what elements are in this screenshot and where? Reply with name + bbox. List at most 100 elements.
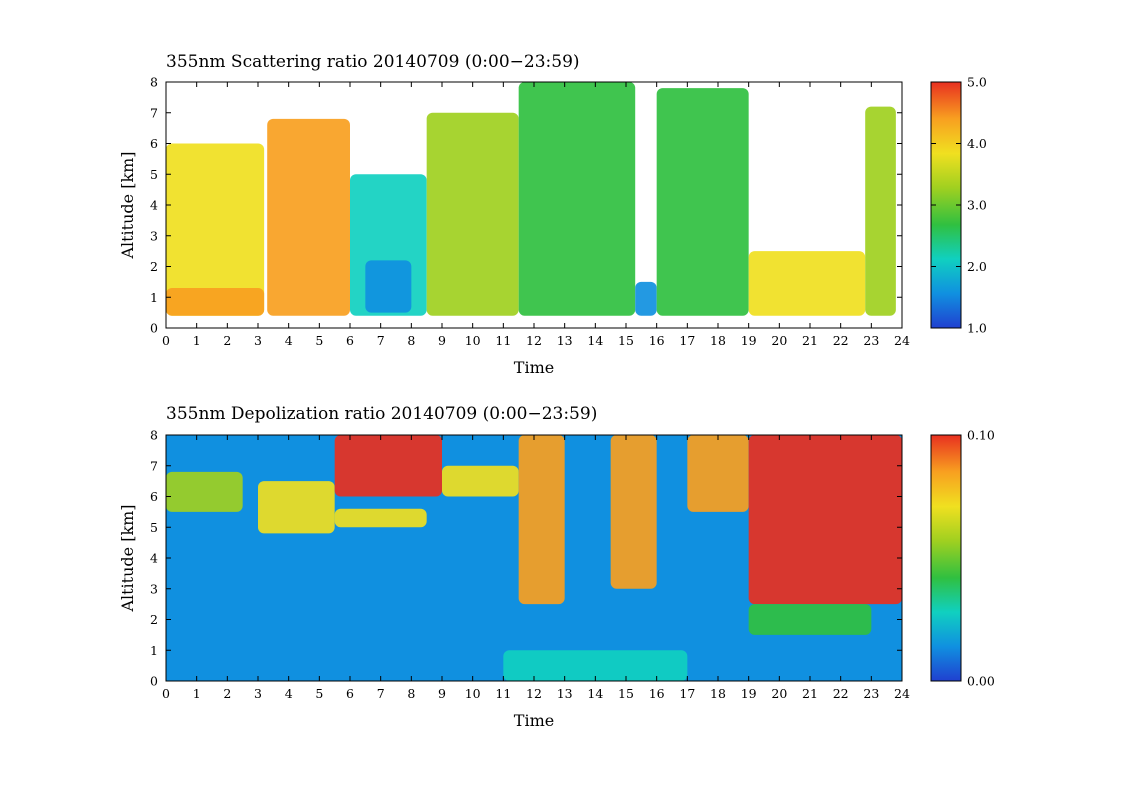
x-tick-label: 7 — [377, 333, 385, 348]
x-tick-label: 8 — [407, 686, 415, 701]
colorbar-tick-label: 2.0 — [967, 259, 987, 274]
data-region — [656, 88, 749, 316]
x-tick-label: 0 — [162, 686, 170, 701]
x-tick-label: 0 — [162, 333, 170, 348]
data-region — [365, 260, 412, 313]
y-tick-label: 7 — [150, 105, 158, 120]
data-region — [518, 82, 636, 316]
x-axis-label: Time — [514, 711, 554, 730]
y-tick-label: 7 — [150, 458, 158, 473]
x-tick-label: 9 — [438, 333, 446, 348]
x-tick-label: 15 — [618, 686, 634, 701]
data-region — [442, 465, 519, 497]
colorbar-tick-label: 4.0 — [967, 136, 987, 151]
x-tick-label: 23 — [863, 333, 879, 348]
y-tick-label: 8 — [150, 428, 158, 443]
x-tick-label: 22 — [833, 333, 849, 348]
y-tick-label: 3 — [150, 581, 158, 596]
data-region — [748, 435, 902, 605]
colorbar — [930, 434, 962, 682]
x-tick-label: 11 — [495, 686, 511, 701]
y-tick-label: 6 — [150, 136, 158, 151]
y-axis: 0 1 2 3 4 5 6 7 8 — [150, 75, 902, 336]
x-tick-label: 18 — [710, 333, 726, 348]
y-axis-label: Altitude [km] — [118, 504, 137, 612]
x-tick-label: 9 — [438, 686, 446, 701]
data-region — [635, 281, 657, 316]
x-tick-label: 2 — [223, 333, 231, 348]
colorbar-ticks: 1.0 2.0 3.0 4.0 5.0 — [931, 75, 987, 336]
x-tick-label: 10 — [465, 333, 481, 348]
x-tick-label: 2 — [223, 686, 231, 701]
data-region — [166, 288, 265, 316]
scattering-ratio-panel: 355nm Scattering ratio 20140709 (0:00−23… — [118, 52, 987, 377]
x-tick-label: 24 — [894, 686, 910, 701]
x-tick-label: 8 — [407, 333, 415, 348]
x-tick-label: 3 — [254, 686, 262, 701]
colorbar-ticks: 0.00 0.10 — [931, 428, 995, 689]
x-tick-label: 16 — [649, 333, 665, 348]
x-tick-label: 16 — [649, 686, 665, 701]
data-region — [518, 435, 565, 605]
x-tick-label: 15 — [618, 333, 634, 348]
colorbar-tick-label: 5.0 — [967, 75, 987, 90]
x-axis: 0 1 2 3 4 5 6 7 8 9 10 11 12 13 14 15 16 17 18 19 20 21 22 23 24 — [162, 435, 910, 701]
x-tick-label: 11 — [495, 333, 511, 348]
x-tick-label: 13 — [557, 686, 573, 701]
x-tick-label: 17 — [679, 333, 695, 348]
data-region — [166, 471, 243, 512]
y-tick-label: 4 — [150, 551, 158, 566]
data-region — [334, 435, 442, 497]
y-tick-label: 6 — [150, 489, 158, 504]
x-tick-label: 21 — [802, 686, 818, 701]
y-tick-label: 2 — [150, 612, 158, 627]
y-tick-label: 4 — [150, 198, 158, 213]
x-tick-label: 4 — [285, 333, 293, 348]
data-region — [748, 251, 866, 316]
x-tick-label: 14 — [587, 686, 603, 701]
y-tick-label: 2 — [150, 259, 158, 274]
data-region — [426, 112, 519, 316]
x-tick-label: 6 — [346, 686, 354, 701]
x-axis-label: Time — [514, 358, 554, 377]
x-tick-label: 20 — [771, 686, 787, 701]
x-tick-label: 1 — [193, 333, 201, 348]
x-tick-label: 13 — [557, 333, 573, 348]
depolarization-ratio-panel: 355nm Depolization ratio 20140709 (0:00−… — [118, 404, 995, 730]
y-axis: 0 1 2 3 4 5 6 7 8 — [150, 428, 902, 689]
y-tick-label: 0 — [150, 321, 158, 336]
x-tick-label: 3 — [254, 333, 262, 348]
data-region — [610, 435, 657, 589]
y-tick-label: 5 — [150, 520, 158, 535]
data-region — [748, 604, 872, 635]
plot-area — [166, 82, 896, 316]
y-tick-label: 8 — [150, 75, 158, 90]
y-tick-label: 3 — [150, 228, 158, 243]
x-tick-label: 17 — [679, 686, 695, 701]
x-tick-label: 22 — [833, 686, 849, 701]
y-tick-label: 1 — [150, 643, 158, 658]
y-axis-label: Altitude [km] — [118, 151, 137, 259]
x-tick-label: 19 — [741, 686, 757, 701]
colorbar-tick-label: 1.0 — [967, 321, 987, 336]
x-tick-label: 12 — [526, 686, 542, 701]
x-tick-label: 6 — [346, 333, 354, 348]
x-tick-label: 19 — [741, 333, 757, 348]
chart-title: 355nm Scattering ratio 20140709 (0:00−23… — [166, 52, 580, 72]
data-region — [687, 435, 749, 512]
data-region — [865, 106, 896, 316]
y-tick-label: 1 — [150, 290, 158, 305]
x-tick-label: 24 — [894, 333, 910, 348]
x-tick-label: 5 — [315, 333, 323, 348]
x-tick-label: 1 — [193, 686, 201, 701]
colorbar-tick-label: 0.10 — [967, 428, 995, 443]
data-region — [267, 118, 350, 316]
x-tick-label: 21 — [802, 333, 818, 348]
x-tick-label: 23 — [863, 686, 879, 701]
x-tick-label: 4 — [285, 686, 293, 701]
data-region — [334, 508, 427, 528]
x-tick-label: 5 — [315, 686, 323, 701]
x-tick-label: 7 — [377, 686, 385, 701]
x-tick-label: 12 — [526, 333, 542, 348]
